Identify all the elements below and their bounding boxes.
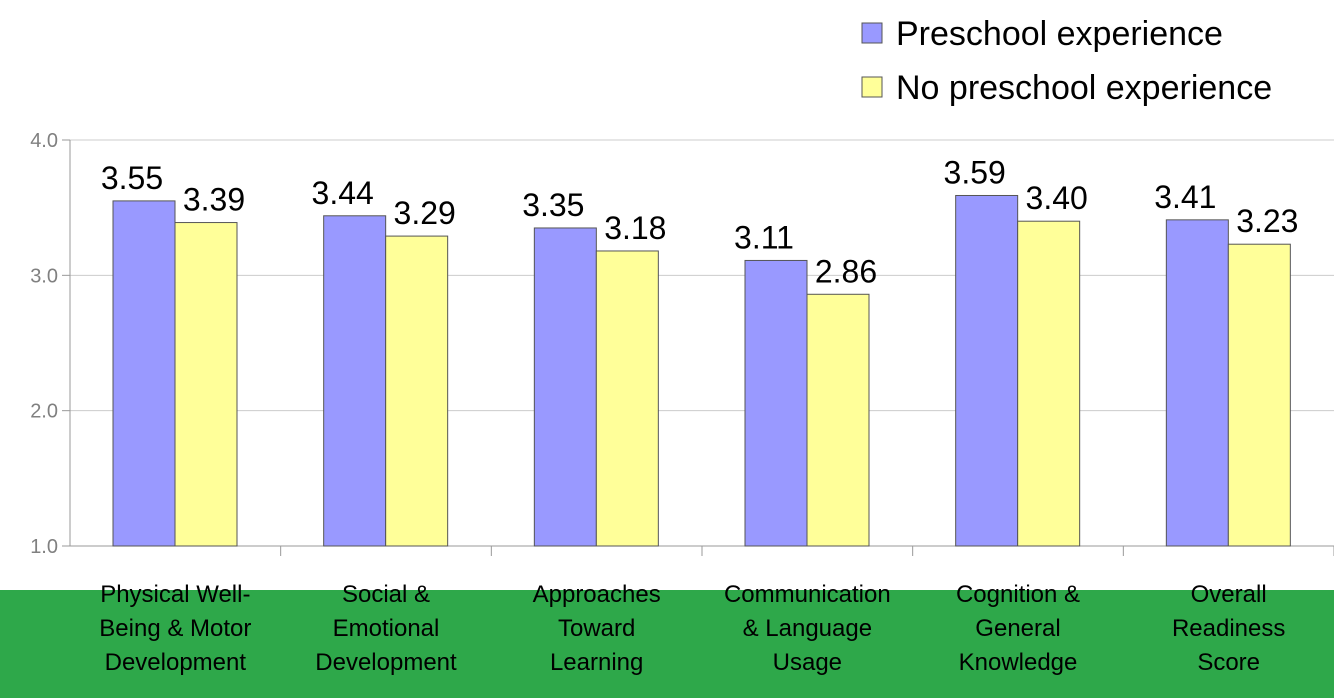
y-tick-label: 1.0	[30, 536, 58, 558]
x-tick-label: Approaches Toward Learning	[533, 581, 661, 676]
bar	[744, 259, 808, 547]
data-label: 3.29	[394, 195, 456, 231]
x-tick-label: Overall Readiness Score	[1172, 581, 1285, 676]
x-tick-label: Physical Well-Being & Motor Development	[99, 581, 251, 676]
data-label: 3.55	[101, 160, 163, 196]
legend-swatch	[861, 76, 883, 98]
bar	[533, 227, 597, 547]
x-tick-label: Communication & Language Usage	[724, 581, 891, 676]
bar	[1017, 220, 1081, 547]
x-tick-label: Cognition & General Knowledge	[956, 581, 1080, 676]
data-label: 3.59	[944, 154, 1006, 190]
legend-swatch	[861, 22, 883, 44]
x-tick-label: Social & Emotional Development	[315, 581, 457, 676]
data-label: 3.44	[312, 175, 374, 211]
y-tick-label: 4.0	[30, 130, 58, 152]
bar	[1227, 243, 1291, 547]
data-label: 3.39	[183, 182, 245, 218]
footer-band	[0, 590, 1334, 698]
bar	[385, 235, 449, 547]
bar	[323, 215, 387, 547]
data-label: 3.35	[522, 187, 584, 223]
data-label: 3.11	[734, 219, 794, 255]
data-label: 3.23	[1236, 203, 1298, 239]
data-label: 3.41	[1154, 179, 1216, 215]
y-tick-label: 3.0	[30, 265, 58, 287]
y-tick-label: 2.0	[30, 401, 58, 423]
legend-label: Preschool experience	[896, 15, 1223, 53]
data-label: 3.18	[604, 210, 666, 246]
bar	[595, 250, 659, 547]
legend-label: No preschool experience	[896, 69, 1272, 107]
bar	[112, 200, 176, 547]
data-label: 2.86	[815, 253, 877, 289]
bar	[806, 293, 870, 547]
bar	[174, 222, 238, 547]
bar	[955, 194, 1019, 547]
bar	[1165, 219, 1229, 547]
data-label: 3.40	[1026, 180, 1088, 216]
